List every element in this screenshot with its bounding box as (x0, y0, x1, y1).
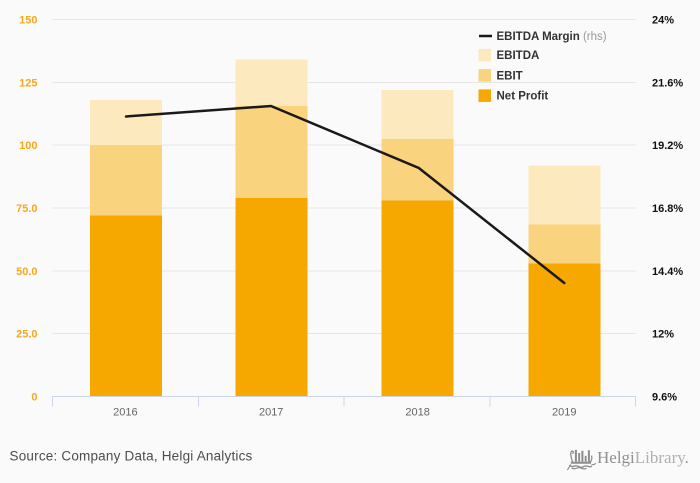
svg-text:19.2%: 19.2% (652, 140, 683, 152)
svg-text:EBIT: EBIT (497, 70, 523, 82)
svg-text:24%: 24% (652, 15, 674, 27)
svg-text:2019: 2019 (552, 407, 576, 419)
svg-text:14.4%: 14.4% (652, 266, 683, 278)
svg-text:2016: 2016 (113, 407, 137, 419)
svg-text:12%: 12% (652, 329, 674, 341)
svg-text:150: 150 (19, 15, 37, 27)
svg-text:75.0: 75.0 (16, 203, 37, 215)
svg-text:Source: Company Data, Helgi An: Source: Company Data, Helgi Analytics (10, 448, 253, 463)
svg-text:EBITDA: EBITDA (497, 50, 540, 62)
svg-text:2017: 2017 (259, 407, 283, 419)
svg-text:0: 0 (31, 392, 37, 404)
svg-text:2018: 2018 (405, 407, 429, 419)
svg-text:25.0: 25.0 (16, 329, 37, 341)
svg-text:9.6%: 9.6% (652, 392, 677, 404)
svg-text:125: 125 (19, 77, 37, 89)
svg-text:100: 100 (19, 140, 37, 152)
svg-text:HelgiLibrary.: HelgiLibrary. (597, 448, 689, 467)
svg-text:Net Profit: Net Profit (497, 91, 549, 103)
svg-text:16.8%: 16.8% (652, 203, 683, 215)
svg-text:50.0: 50.0 (16, 266, 37, 278)
svg-text:21.6%: 21.6% (652, 77, 683, 89)
svg-text:EBITDA Margin (rhs): EBITDA Margin (rhs) (497, 31, 607, 43)
